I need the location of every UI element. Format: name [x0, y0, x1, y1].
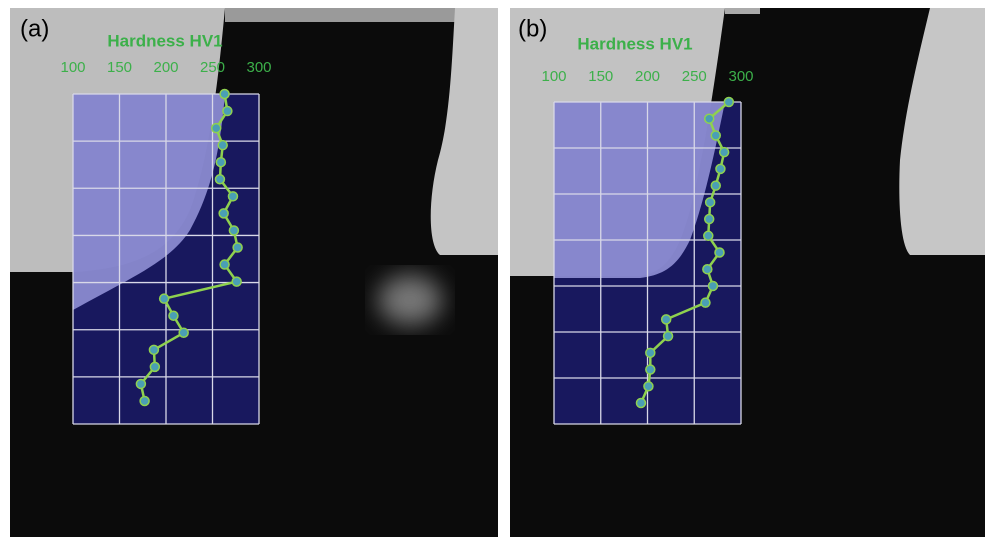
x-tick-label: 200 — [153, 59, 178, 76]
hardness-point — [636, 399, 645, 408]
x-tick-label: 150 — [107, 59, 132, 76]
hardness-point — [140, 397, 149, 406]
hardness-point — [220, 90, 229, 99]
hardness-point — [706, 198, 715, 207]
x-tick-label: 250 — [200, 59, 225, 76]
hardness-point — [149, 345, 158, 354]
x-tick-label: 250 — [682, 68, 707, 85]
hardness-point — [705, 215, 714, 224]
hardness-point — [724, 98, 733, 107]
hardness-point — [215, 175, 224, 184]
hardness-point — [229, 226, 238, 235]
hardness-point — [705, 114, 714, 123]
x-tick-label: 200 — [635, 68, 660, 85]
chart-title: Hardness HV1 — [577, 34, 692, 53]
hardness-point — [160, 294, 169, 303]
hardness-point — [662, 315, 671, 324]
hardness-point — [228, 192, 237, 201]
hardness-point — [711, 131, 720, 140]
hardness-point — [704, 231, 713, 240]
hardness-point — [150, 362, 159, 371]
hardness-point — [136, 379, 145, 388]
hardness-point — [708, 281, 717, 290]
hardness-point — [220, 260, 229, 269]
x-tick-label: 100 — [60, 59, 85, 76]
chart-title: Hardness HV1 — [107, 31, 222, 50]
hardness-point — [703, 265, 712, 274]
hardness-point — [233, 243, 242, 252]
x-tick-label: 300 — [246, 59, 271, 76]
hardness-point — [716, 164, 725, 173]
hardness-point — [219, 209, 228, 218]
hardness-point — [216, 158, 225, 167]
panel-label: (b) — [518, 15, 547, 42]
figure: 100 150 200 250 300 Hardness HV1 (a) 100 150 200 2… — [0, 0, 989, 545]
hardness-point — [664, 332, 673, 341]
hardness-point — [179, 328, 188, 337]
x-tick-label: 300 — [728, 68, 753, 85]
hardness-point — [169, 311, 178, 320]
panel-label: (a) — [20, 15, 49, 42]
hardness-point — [646, 348, 655, 357]
hardness-point — [715, 248, 724, 257]
hardness-point — [720, 148, 729, 157]
hardness-point — [218, 141, 227, 150]
x-tick-label: 150 — [588, 68, 613, 85]
hardness-point — [232, 277, 241, 286]
hardness-point — [644, 382, 653, 391]
hardness-point — [711, 181, 720, 190]
hardness-point — [212, 124, 221, 133]
x-tick-label: 100 — [541, 68, 566, 85]
hardness-point — [646, 365, 655, 374]
hardness-point — [223, 107, 232, 116]
hardness-point — [701, 298, 710, 307]
